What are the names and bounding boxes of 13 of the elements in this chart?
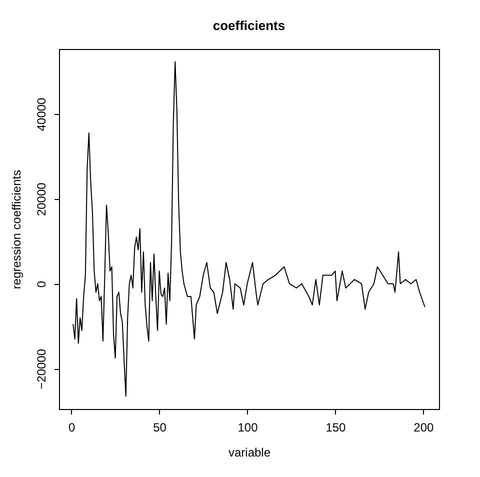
chart-title: coefficients [212, 18, 286, 33]
y-tick-label: −20000 [34, 348, 48, 390]
x-tick-label: 100 [238, 420, 258, 434]
x-tick-label: 0 [68, 420, 76, 434]
y-tick-label: 40000 [34, 97, 48, 132]
x-tick-label: 150 [326, 420, 346, 434]
y-axis-title: regression coefficients [10, 170, 24, 290]
y-tick-label: 20000 [34, 182, 48, 216]
x-tick-label: 50 [153, 420, 167, 434]
x-tick-label: 200 [414, 420, 434, 434]
line-series [72, 61, 426, 397]
x-axis-title: variable [228, 446, 271, 460]
y-tick-label: 0 [34, 280, 48, 288]
